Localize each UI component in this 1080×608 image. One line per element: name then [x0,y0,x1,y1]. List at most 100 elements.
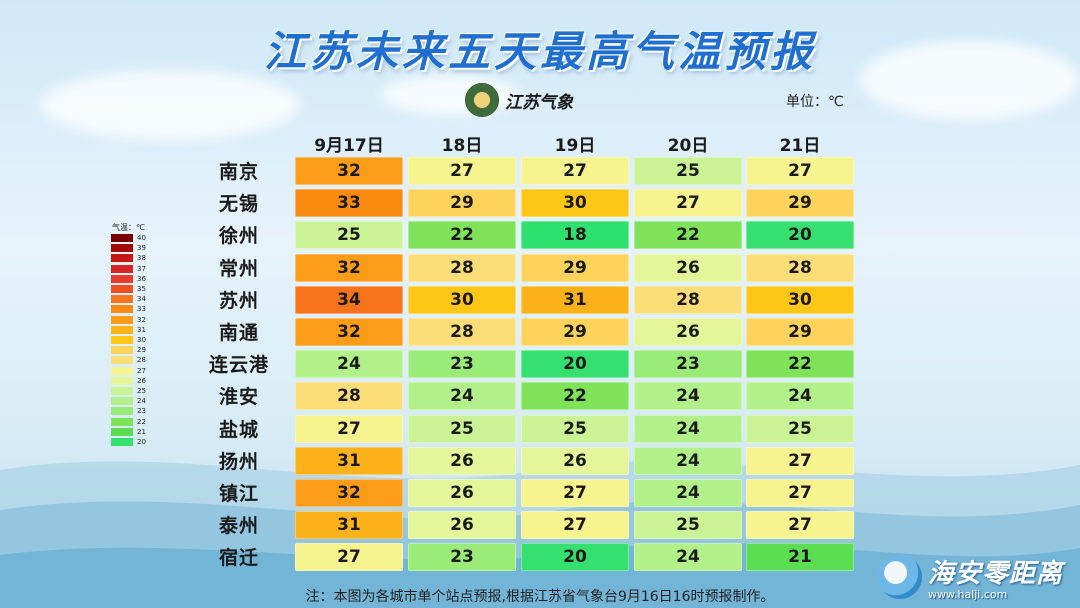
legend-swatch [111,234,133,242]
temperature-cell: 32 [295,253,403,282]
temperature-cell: 29 [746,318,854,346]
legend-swatch [111,427,133,436]
city-label: 盐城 [218,418,259,441]
logo: 江苏气象 [465,82,573,118]
temperature-cell: 27 [634,189,742,218]
column-header: 18日 [441,136,483,156]
legend-label: 38 [137,254,146,263]
temperature-cell: 30 [408,285,516,314]
legend-swatch [111,244,133,253]
legend-label: 23 [137,407,146,416]
city-label: 泰州 [218,515,259,538]
column-header: 21日 [779,136,821,156]
watermark: 海安零距离 www.halji.com [878,553,1063,601]
temperature-cell: 25 [746,414,854,443]
temperature-cell: 22 [521,382,629,411]
legend-label: 21 [137,427,146,436]
city-label: 宿迁 [218,547,259,570]
temperature-cell: 28 [746,253,854,282]
legend-swatch [111,407,133,416]
temperature-cell: 27 [521,511,629,540]
legend-label: 32 [137,315,146,324]
legend-title: 气温：℃ [112,223,145,232]
city-label: 徐州 [218,225,259,248]
city-label: 淮安 [218,386,259,409]
temperature-cell: 23 [634,350,742,379]
legend-label: 27 [137,366,146,375]
temperature-cell: 28 [295,382,403,411]
temperature-cell: 23 [408,543,516,572]
legend-label: 26 [137,376,146,385]
temperature-cell: 34 [295,285,403,314]
legend-swatch [111,285,133,293]
legend-swatch [111,264,133,273]
temperature-cell: 27 [746,511,854,540]
watermark-url: www.halji.com [928,588,1008,601]
temperature-cell: 27 [746,479,854,507]
temperature-cell: 28 [408,318,516,346]
legend-swatch [111,438,133,446]
temperature-cell: 32 [295,157,403,185]
temperature-cell: 27 [746,157,854,185]
temperature-cell: 27 [408,157,516,185]
temperature-cell: 27 [521,157,629,185]
temperature-cell: 32 [295,479,403,507]
city-label: 常州 [218,257,259,280]
temperature-cell: 22 [746,350,854,379]
watermark-name: 海安零距离 [928,559,1064,589]
legend-label: 29 [137,346,146,355]
temperature-cell: 26 [521,446,629,475]
temperature-cell: 26 [408,511,516,540]
city-label: 南京 [218,161,259,183]
legend-swatch [111,376,133,385]
legend-label: 31 [137,325,146,334]
legend-swatch [111,254,133,263]
temperature-cell: 27 [521,479,629,507]
city-label: 连云港 [208,354,269,377]
temperature-cell: 24 [634,543,742,572]
temperature-cell: 26 [408,479,516,507]
background-cloud [860,40,1080,120]
temperature-cell: 24 [634,479,742,507]
legend-label: 34 [137,295,146,304]
legend-swatch [111,295,133,304]
legend-swatch [111,397,133,406]
temperature-cell: 29 [521,253,629,282]
footnote: 注：本图为各城市单个站点预报,根据江苏省气象台9月16日16时预报制作。 [305,589,775,605]
legend-swatch [111,387,133,395]
unit-label: 单位：℃ [786,94,844,110]
weather-bureau-emblem-icon [465,83,499,117]
temperature-cell: 30 [746,285,854,314]
temperature-cell: 28 [634,285,742,314]
legend-swatch [111,305,133,314]
temperature-cell: 20 [746,221,854,250]
temperature-cell: 24 [634,382,742,411]
temperature-cell: 24 [746,382,854,411]
legend-label: 28 [137,356,146,365]
page-title: 江苏未来五天最高气温预报 [263,27,816,76]
background-cloud [40,70,300,140]
temperature-cell: 25 [634,511,742,540]
temperature-cell: 26 [634,318,742,346]
temperature-cell: 25 [634,157,742,185]
temperature-cell: 22 [634,221,742,250]
legend-label: 37 [137,264,146,273]
legend-label: 36 [137,274,146,283]
legend-label: 39 [137,244,146,253]
legend-label: 35 [137,285,146,293]
legend-swatch [111,274,133,283]
temperature-cell: 23 [408,350,516,379]
temperature-cell: 26 [408,446,516,475]
legend-label: 40 [137,234,146,242]
temperature-cell: 25 [521,414,629,443]
column-header: 20日 [667,136,709,156]
legend-swatch [111,315,133,324]
city-label: 扬州 [218,450,259,473]
temperature-cell: 27 [746,446,854,475]
city-label: 南通 [218,322,259,344]
city-label: 苏州 [218,289,259,312]
column-header: 19日 [554,136,596,156]
temperature-cell: 32 [295,318,403,346]
temperature-cell: 18 [521,221,629,250]
legend-label: 25 [137,387,146,395]
